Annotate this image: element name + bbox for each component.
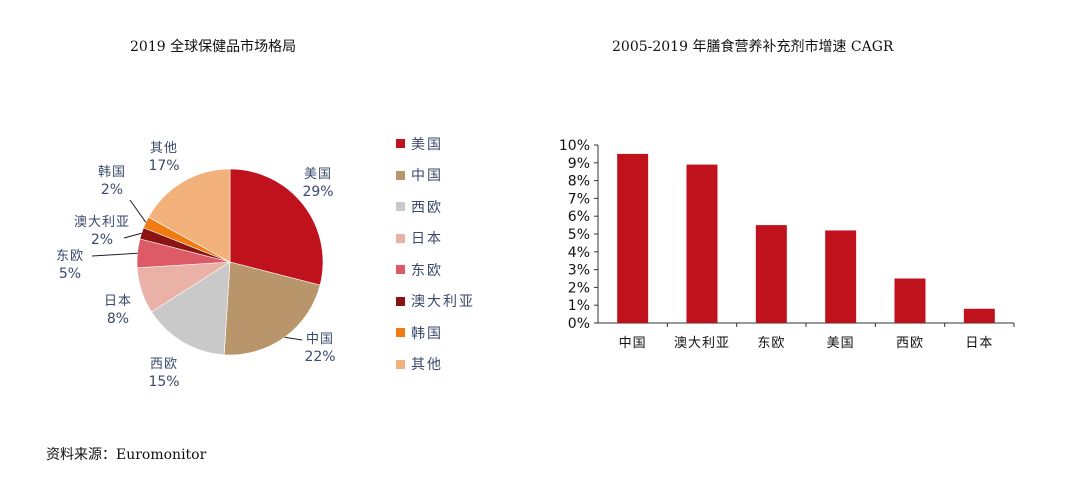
x-tick-label-2: 东欧 xyxy=(757,336,785,351)
x-tick-label-4: 西欧 xyxy=(896,336,924,351)
pie-label-value-1: 22% xyxy=(304,349,335,365)
x-tick-label-1: 澳大利亚 xyxy=(674,335,730,351)
bar-3 xyxy=(825,230,857,323)
legend-swatch-2 xyxy=(396,202,405,212)
pie-slice-7 xyxy=(148,168,231,263)
y-tick-label-0: 0% xyxy=(568,316,590,332)
pie-chart-title: 2019 全球保健品市场格局 xyxy=(130,39,297,55)
bar-1 xyxy=(686,164,718,323)
legend-item-1: 中国 xyxy=(396,160,475,192)
bar-chart-title: 2005-2019 年膳食营养补充剂市增速 CAGR xyxy=(612,39,894,55)
legend-swatch-7 xyxy=(396,359,405,369)
legend-item-6: 韩国 xyxy=(396,317,475,349)
bar-chart: 0% 1% 2%3% 4% 5% 6% 7%8% 9% 10% 中国 澳大利亚 东欧 美国 西欧 日本 xyxy=(559,138,1015,351)
legend-label-6: 韩国 xyxy=(411,325,443,342)
pie-label-value-7: 17% xyxy=(148,158,179,174)
pie-label-name-5: 澳大利亚 xyxy=(74,214,130,230)
pie-label-value-4: 5% xyxy=(59,266,81,282)
legend-swatch-3 xyxy=(396,233,405,243)
pie-chart: 美国 29% 中国 22% 西欧 15% 日本 8% 东欧 5% 澳大利亚 2% 韩国 2% 其他 17% xyxy=(56,141,336,390)
x-tick-label-0: 中国 xyxy=(619,336,647,351)
y-tick-label-4: 4% xyxy=(568,245,590,261)
legend-swatch-4 xyxy=(396,265,405,275)
legend-label-1: 中国 xyxy=(411,168,443,185)
x-tick-label-5: 日本 xyxy=(965,336,993,351)
bar-2 xyxy=(755,225,787,323)
pie-label-name-6: 韩国 xyxy=(98,165,126,180)
legend-swatch-5 xyxy=(396,296,405,306)
pie-label-name-3: 日本 xyxy=(104,294,132,309)
legend-item-3: 日本 xyxy=(396,223,475,255)
legend-swatch-0 xyxy=(396,139,405,149)
legend-label-3: 日本 xyxy=(411,231,443,248)
legend-label-4: 东欧 xyxy=(411,262,443,279)
source-note: 资料来源：Euromonitor xyxy=(46,447,207,463)
legend-item-5: 澳大利亚 xyxy=(396,286,475,318)
pie-leader-line-5 xyxy=(123,232,142,239)
pie-legend: 美国中国西欧日本东欧澳大利亚韩国其他 xyxy=(396,128,475,380)
legend-label-0: 美国 xyxy=(411,136,443,153)
x-tick-label-3: 美国 xyxy=(827,336,855,351)
bar-0 xyxy=(617,153,649,323)
pie-slice-2 xyxy=(151,261,231,356)
bar-5 xyxy=(963,308,995,323)
pie-slice-1 xyxy=(223,261,321,356)
pie-label-name-2: 西欧 xyxy=(150,357,178,372)
y-tick-label-1: 1% xyxy=(568,298,590,314)
y-tick-label-3: 3% xyxy=(568,263,590,279)
legend-swatch-1 xyxy=(396,170,405,180)
legend-item-0: 美国 xyxy=(396,128,475,160)
y-tick-label-6: 6% xyxy=(568,209,590,225)
y-tick-label-8: 8% xyxy=(568,174,590,190)
pie-label-name-4: 东欧 xyxy=(56,249,84,264)
pie-label-name-0: 美国 xyxy=(304,167,332,182)
legend-label-5: 澳大利亚 xyxy=(411,294,475,311)
pie-slice-0 xyxy=(229,168,324,286)
pie-label-value-5: 2% xyxy=(91,232,113,248)
y-tick-label-7: 7% xyxy=(568,191,590,207)
legend-swatch-6 xyxy=(396,328,405,338)
y-tick-label-5: 5% xyxy=(568,227,590,243)
pie-leader-line-4 xyxy=(91,252,138,257)
pie-label-value-2: 15% xyxy=(148,374,179,390)
legend-label-7: 其他 xyxy=(411,357,443,374)
y-tick-label-2: 2% xyxy=(568,280,590,296)
pie-label-value-0: 29% xyxy=(302,184,333,200)
legend-label-2: 西欧 xyxy=(411,199,443,216)
legend-item-4: 东欧 xyxy=(396,254,475,286)
bar-4 xyxy=(894,278,926,323)
pie-leader-line-1 xyxy=(284,336,303,341)
y-tick-label-10: 10% xyxy=(559,138,590,154)
pie-leader-line-6 xyxy=(129,199,147,223)
pie-label-value-3: 8% xyxy=(107,311,129,327)
legend-item-2: 西欧 xyxy=(396,191,475,223)
pie-label-name-7: 其他 xyxy=(150,141,178,156)
pie-label-name-1: 中国 xyxy=(306,332,334,347)
pie-label-value-6: 2% xyxy=(101,182,123,198)
legend-item-7: 其他 xyxy=(396,349,475,381)
y-tick-label-9: 9% xyxy=(568,156,590,172)
